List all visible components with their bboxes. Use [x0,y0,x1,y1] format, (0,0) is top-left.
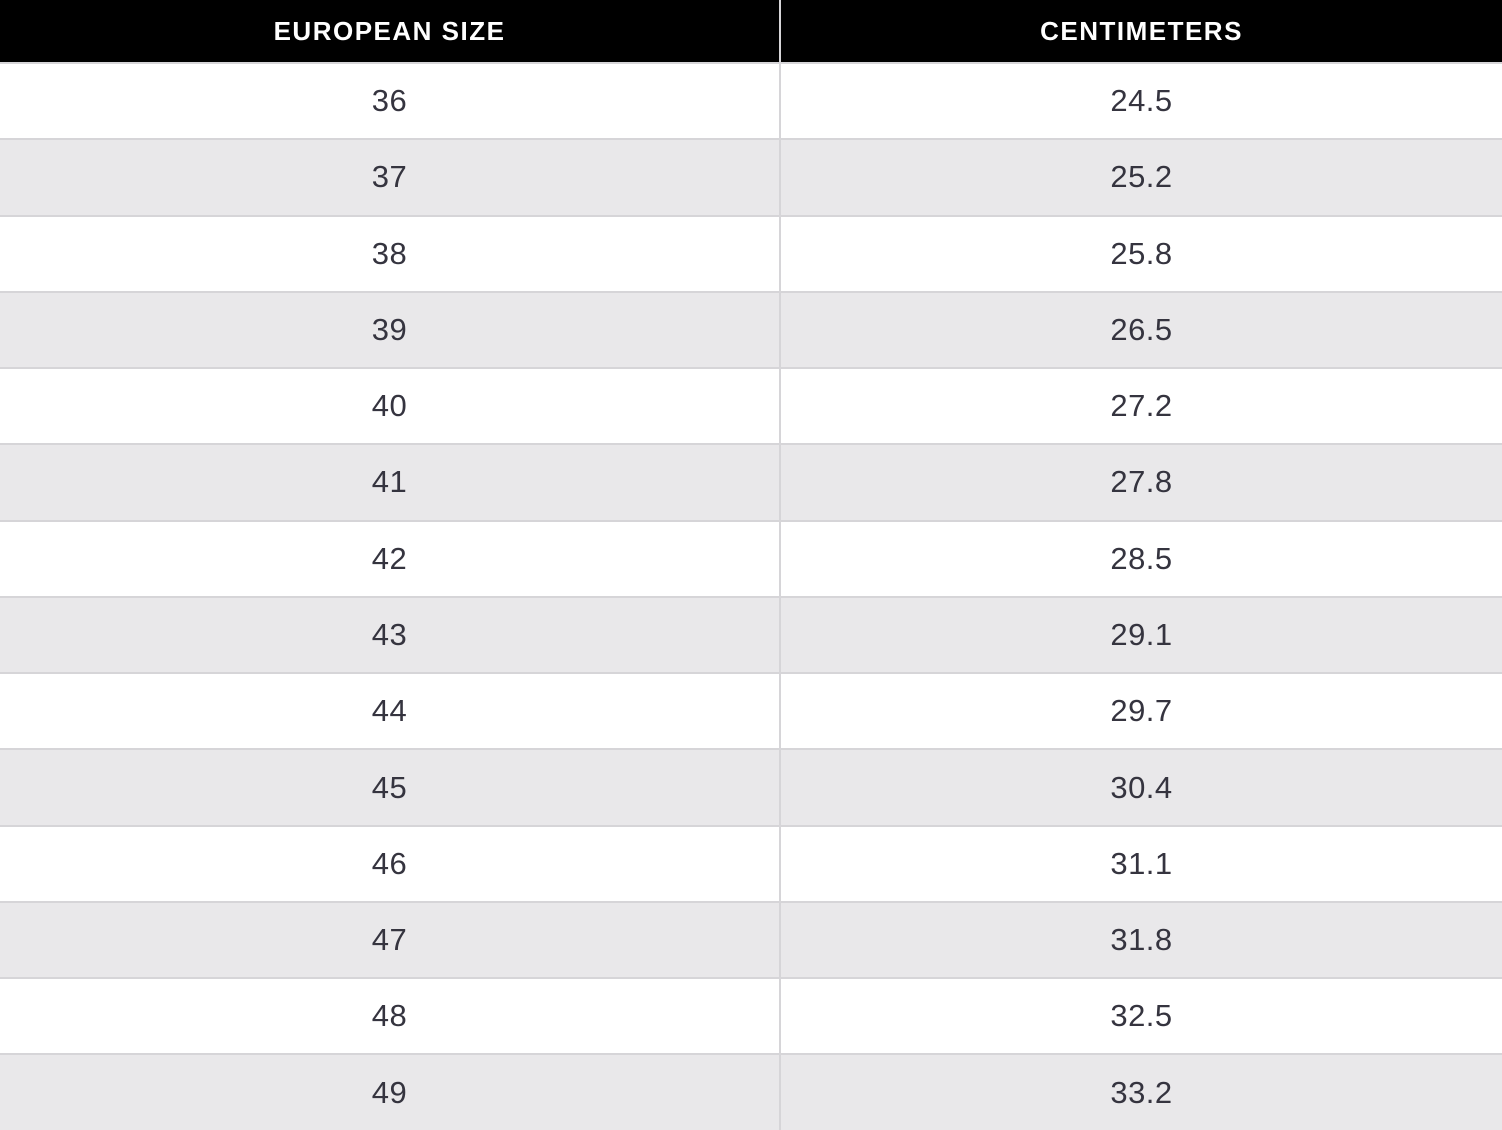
table-body: 36 24.5 37 25.2 38 25.8 39 26.5 40 27.2 41 27.8 42 28… [0,62,1502,1130]
cell-centimeters: 31.1 [1110,845,1173,881]
table-row: 43 29.1 [0,595,1502,673]
cell-centimeters: 25.8 [1110,235,1173,271]
cell-european-size: 43 [0,597,782,673]
cell-centimeters: 33.2 [1110,1074,1173,1110]
cell-centimeters: 27.8 [1110,464,1173,500]
table-row: 38 25.8 [0,214,1502,291]
cell-european-size: 42 [0,521,782,596]
cell-centimeters: 30.4 [1110,769,1173,805]
cell-european-size: 44 [0,674,782,749]
cell-european-size: 36 [0,64,782,139]
cell-centimeters: 26.5 [1110,311,1173,347]
table-row: 49 33.2 [0,1053,1502,1130]
table-row: 44 29.7 [0,672,1502,749]
cell-centimeters: 29.1 [1110,616,1173,652]
cell-centimeters: 31.8 [1110,922,1173,958]
table-row: 41 27.8 [0,443,1502,520]
cell-european-size: 46 [0,826,782,901]
table-row: 48 32.5 [0,977,1502,1054]
cell-centimeters: 27.2 [1110,388,1173,424]
cell-european-size: 47 [0,902,782,978]
cell-centimeters: 32.5 [1110,998,1173,1034]
cell-centimeters: 25.2 [1110,159,1173,195]
cell-centimeters: 28.5 [1110,540,1173,576]
cell-european-size: 39 [0,292,782,368]
cell-european-size: 48 [0,979,782,1054]
cell-european-size: 37 [0,140,782,215]
cell-european-size: 45 [0,750,782,825]
cell-centimeters: 29.7 [1110,693,1173,729]
table-row: 39 26.5 [0,290,1502,368]
table-row: 40 27.2 [0,367,1502,444]
table-header-row: EUROPEAN SIZE CENTIMETERS [0,0,1502,62]
table-row: 42 28.5 [0,519,1502,596]
cell-european-size: 40 [0,369,782,444]
column-header-centimeters: CENTIMETERS [1040,15,1243,46]
table-row: 36 24.5 [0,62,1502,139]
table-row: 47 31.8 [0,900,1502,978]
cell-centimeters: 24.5 [1110,83,1173,119]
cell-european-size: 38 [0,216,782,291]
table-row: 37 25.2 [0,138,1502,215]
cell-european-size: 41 [0,445,782,520]
cell-european-size: 49 [0,1055,782,1130]
table-row: 46 31.1 [0,824,1502,901]
table-row: 45 30.4 [0,748,1502,825]
column-header-european-size: EUROPEAN SIZE [0,0,782,62]
